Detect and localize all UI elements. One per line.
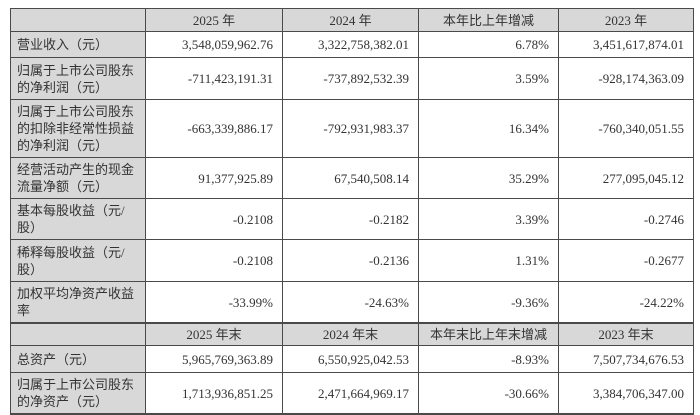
header-col-2024-end: 2024 年末 [282,322,419,346]
cell-yoy-change: 35.29% [418,157,559,199]
cell-yoy-change: -30.66% [418,372,559,415]
cell-2023-value: -760,340,051.55 [558,99,694,158]
table-row-weighted-avg-roe: 加权平均净资产收益率 -33.99% -24.63% -9.36% -24.22… [10,281,694,324]
cell-2023-value: 7,507,734,676.53 [558,345,694,373]
cell-yoy-change: 3.39% [418,198,559,240]
header-row-year-end: 2025 年末 2024 年末 本年末比上年末增减 2023 年末 [10,322,694,346]
header-row-annual: 2025 年 2024 年 本年比上年增减 2023 年 [10,8,694,32]
row-label: 稀释每股收益（元/股） [10,239,146,282]
row-label: 营业收入（元） [10,31,146,58]
header-col-2023-end: 2023 年末 [558,322,694,346]
cell-yoy-change: 6.78% [418,31,559,58]
cell-2025-value: 3,548,059,962.76 [145,31,283,58]
cell-2025-value: -711,423,191.31 [145,57,283,100]
row-label: 基本每股收益（元/股） [10,198,146,240]
table-row-net-assets: 归属于上市公司股东的净资产（元） 1,713,936,851.25 2,471,… [10,372,694,415]
cell-2023-value: -0.2677 [558,239,694,282]
cell-yoy-change: -9.36% [418,281,559,324]
row-label: 总资产（元） [10,345,146,373]
header-corner-cell [10,8,146,32]
cell-2023-value: 3,384,706,347.00 [558,372,694,415]
cell-2025-value: -0.2108 [145,239,283,282]
cell-2023-value: -0.2746 [558,198,694,240]
cell-yoy-change: 1.31% [418,239,559,282]
cell-2024-value: -737,892,532.39 [282,57,419,100]
cell-2025-value: -663,339,886.17 [145,99,283,158]
cell-2024-value: -0.2136 [282,239,419,282]
table-row-operating-cash-flow: 经营活动产生的现金流量净额（元） 91,377,925.89 67,540,50… [10,157,694,199]
row-label: 加权平均净资产收益率 [10,281,146,324]
cell-2025-value: -33.99% [145,281,283,324]
header-col-2024: 2024 年 [282,8,419,32]
table-row-revenue: 营业收入（元） 3,548,059,962.76 3,322,758,382.0… [10,31,694,58]
cell-2023-value: -928,174,363.09 [558,57,694,100]
cell-2024-value: -0.2182 [282,198,419,240]
cell-2024-value: -792,931,983.37 [282,99,419,158]
cell-yoy-change: -8.93% [418,345,559,373]
table-row-basic-eps: 基本每股收益（元/股） -0.2108 -0.2182 3.39% -0.274… [10,198,694,240]
cell-yoy-change: 3.59% [418,57,559,100]
row-label: 归属于上市公司股东的净资产（元） [10,372,146,415]
cell-2024-value: 2,471,664,969.17 [282,372,419,415]
row-label: 归属于上市公司股东的扣除非经常性损益的净利润（元） [10,99,146,158]
cell-2024-value: -24.63% [282,281,419,324]
cell-2023-value: 277,095,045.12 [558,157,694,199]
row-label: 经营活动产生的现金流量净额（元） [10,157,146,199]
cell-2025-value: 5,965,769,363.89 [145,345,283,373]
row-label: 归属于上市公司股东的净利润（元） [10,57,146,100]
header-col-2025: 2025 年 [145,8,283,32]
header-col-yoy-end-change: 本年末比上年末增减 [418,322,559,346]
cell-2025-value: 1,713,936,851.25 [145,372,283,415]
table-row-net-profit-excl-nonrecurring: 归属于上市公司股东的扣除非经常性损益的净利润（元） -663,339,886.1… [10,99,694,158]
table-row-diluted-eps: 稀释每股收益（元/股） -0.2108 -0.2136 1.31% -0.267… [10,239,694,282]
header-col-yoy-change: 本年比上年增减 [418,8,559,32]
cell-2025-value: 91,377,925.89 [145,157,283,199]
header-col-2023: 2023 年 [558,8,694,32]
cell-2023-value: 3,451,617,874.01 [558,31,694,58]
cell-2023-value: -24.22% [558,281,694,324]
header-col-2025-end: 2025 年末 [145,322,283,346]
header-corner-cell [10,322,146,346]
cell-2024-value: 67,540,508.14 [282,157,419,199]
cell-yoy-change: 16.34% [418,99,559,158]
financial-summary-table: 2025 年 2024 年 本年比上年增减 2023 年 营业收入（元） 3,5… [10,8,694,415]
cell-2024-value: 6,550,925,042.53 [282,345,419,373]
financial-summary-table-container: 2025 年 2024 年 本年比上年增减 2023 年 营业收入（元） 3,5… [10,8,694,415]
cell-2025-value: -0.2108 [145,198,283,240]
table-row-total-assets: 总资产（元） 5,965,769,363.89 6,550,925,042.53… [10,345,694,373]
table-row-net-profit: 归属于上市公司股东的净利润（元） -711,423,191.31 -737,89… [10,57,694,100]
cell-2024-value: 3,322,758,382.01 [282,31,419,58]
